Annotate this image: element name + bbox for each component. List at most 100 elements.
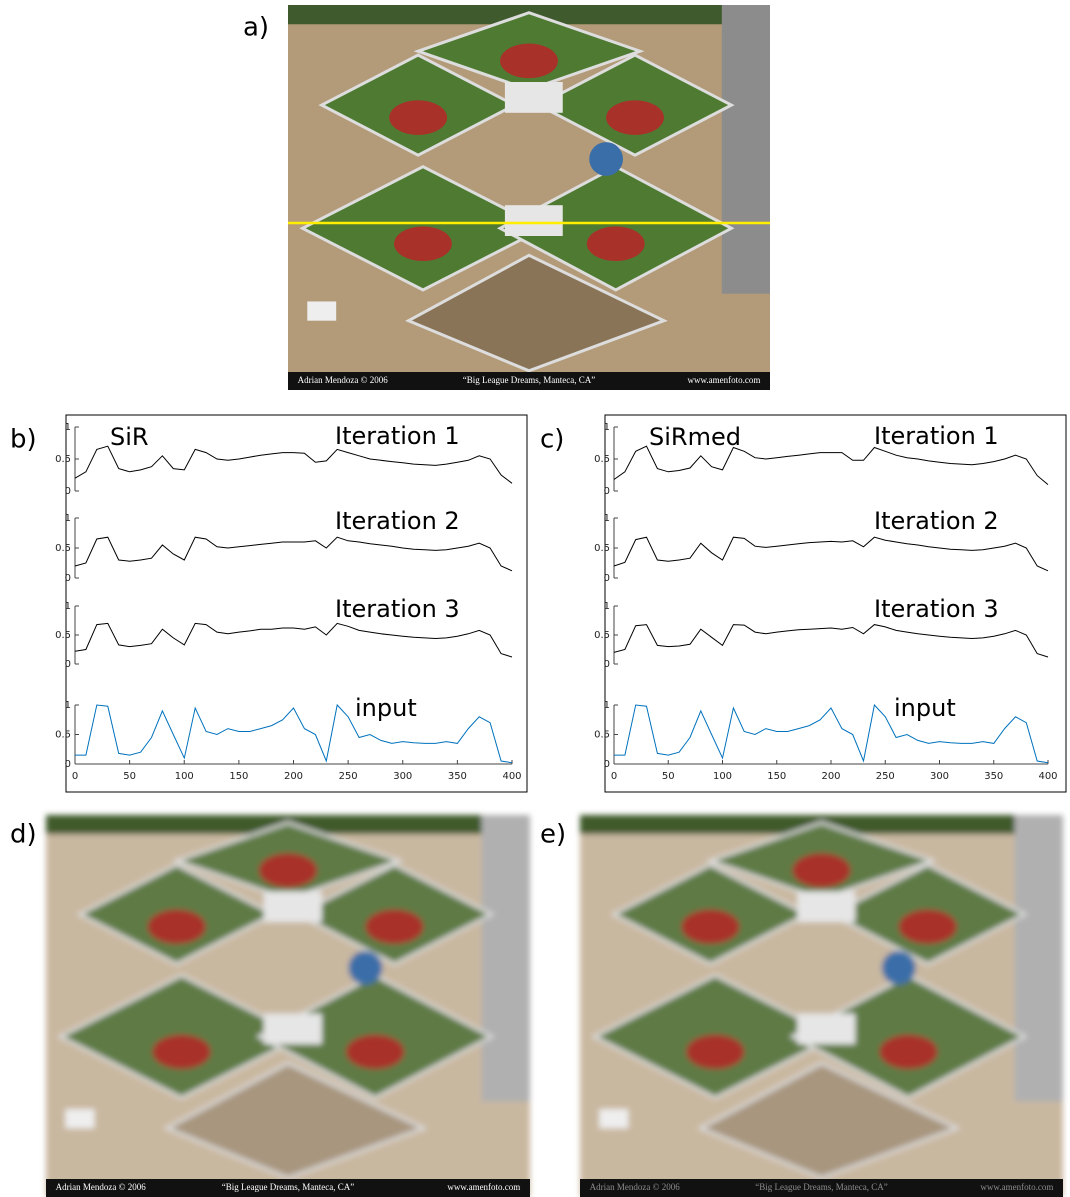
y-tick-label: 0.5 bbox=[55, 543, 71, 554]
panel-label: b) bbox=[10, 425, 37, 455]
photo-scene bbox=[580, 815, 1063, 1197]
y-tick-label: 0 bbox=[604, 573, 610, 584]
photo-caption: “Big League Dreams, Manteca, CA” bbox=[755, 1182, 887, 1192]
method-label: SiR bbox=[110, 423, 149, 451]
x-tick-label: 200 bbox=[821, 771, 840, 782]
y-tick-label: 1 bbox=[604, 601, 610, 612]
infield bbox=[394, 226, 452, 261]
plaza bbox=[264, 1014, 322, 1045]
y-tick-label: 1 bbox=[65, 422, 71, 433]
series-label: Iteration 1 bbox=[335, 422, 460, 450]
y-tick-label: 0 bbox=[604, 759, 610, 770]
series-label: Iteration 3 bbox=[335, 595, 460, 623]
series-line bbox=[614, 625, 1048, 657]
y-tick-label: 0.5 bbox=[594, 630, 610, 641]
y-tick-label: 1 bbox=[65, 601, 71, 612]
plaza bbox=[797, 891, 855, 922]
x-tick-label: 200 bbox=[284, 771, 303, 782]
x-tick-label: 100 bbox=[713, 771, 732, 782]
x-tick-label: 50 bbox=[123, 771, 136, 782]
photo: Adrian Mendoza © 2006 “Big League Dreams,… bbox=[580, 815, 1063, 1197]
photo-caption: Adrian Mendoza © 2006 bbox=[590, 1182, 681, 1192]
x-tick-label: 100 bbox=[175, 771, 194, 782]
plaza bbox=[505, 205, 563, 236]
y-tick-label: 0 bbox=[65, 573, 71, 584]
infield bbox=[148, 910, 206, 944]
y-tick-label: 0.5 bbox=[594, 730, 610, 741]
x-tick-label: 300 bbox=[930, 771, 949, 782]
series-line bbox=[75, 446, 512, 483]
y-tick-label: 0 bbox=[65, 759, 71, 770]
series-line bbox=[75, 705, 512, 763]
y-tick-label: 1 bbox=[604, 700, 610, 711]
x-tick-label: 400 bbox=[502, 771, 521, 782]
y-tick-label: 0.5 bbox=[594, 543, 610, 554]
y-tick-label: 0 bbox=[604, 659, 610, 670]
y-tick-label: 0.5 bbox=[55, 454, 71, 465]
y-tick-label: 0.5 bbox=[55, 630, 71, 641]
parking bbox=[482, 815, 530, 1102]
photo-caption: Adrian Mendoza © 2006 bbox=[56, 1182, 147, 1192]
photo-caption: “Big League Dreams, Manteca, CA” bbox=[463, 375, 595, 385]
y-tick-label: 0.5 bbox=[55, 730, 71, 741]
building bbox=[599, 1109, 628, 1128]
x-tick-label: 250 bbox=[876, 771, 895, 782]
y-tick-label: 0 bbox=[604, 486, 610, 497]
photo: Adrian Mendoza © 2006 “Big League Dreams,… bbox=[288, 5, 770, 390]
x-tick-label: 400 bbox=[1038, 771, 1057, 782]
series-label: Iteration 2 bbox=[335, 507, 460, 535]
infield bbox=[879, 1035, 937, 1069]
panel-label: d) bbox=[10, 820, 37, 850]
parking bbox=[1015, 815, 1063, 1102]
fountain bbox=[882, 951, 916, 985]
x-tick-label: 300 bbox=[393, 771, 412, 782]
series-line bbox=[75, 623, 512, 657]
parking bbox=[722, 5, 770, 294]
y-tick-label: 0 bbox=[65, 659, 71, 670]
photo-caption: www.amenfoto.com bbox=[447, 1182, 520, 1192]
x-tick-label: 250 bbox=[339, 771, 358, 782]
series-label: Iteration 3 bbox=[874, 595, 999, 623]
x-tick-label: 0 bbox=[72, 771, 78, 782]
y-tick-label: 1 bbox=[65, 700, 71, 711]
infield bbox=[899, 910, 957, 944]
y-tick-label: 1 bbox=[65, 513, 71, 524]
series-label: input bbox=[355, 694, 417, 722]
x-tick-label: 50 bbox=[662, 771, 675, 782]
infield bbox=[606, 100, 664, 135]
photo-caption: www.amenfoto.com bbox=[687, 375, 760, 385]
infield bbox=[587, 226, 645, 261]
plaza bbox=[797, 1014, 855, 1045]
photo-caption: Adrian Mendoza © 2006 bbox=[298, 375, 389, 385]
panel-label: c) bbox=[540, 425, 564, 455]
x-tick-label: 150 bbox=[229, 771, 248, 782]
fountain bbox=[349, 951, 383, 985]
infield bbox=[793, 853, 851, 887]
y-tick-label: 1 bbox=[604, 513, 610, 524]
figure: a) b) c) d) e) Adrian Mendoza © 2006 “Big… bbox=[0, 0, 1070, 1197]
series-label: Iteration 1 bbox=[874, 422, 999, 450]
plaza bbox=[264, 891, 322, 922]
series-label: input bbox=[894, 694, 956, 722]
infield bbox=[346, 1035, 404, 1069]
y-tick-label: 1 bbox=[604, 422, 610, 433]
x-tick-label: 0 bbox=[611, 771, 617, 782]
series-line bbox=[614, 705, 1048, 763]
x-tick-label: 350 bbox=[448, 771, 467, 782]
photo-caption: www.amenfoto.com bbox=[980, 1182, 1053, 1192]
y-tick-label: 0.5 bbox=[594, 454, 610, 465]
building bbox=[65, 1109, 94, 1128]
y-tick-label: 0 bbox=[65, 486, 71, 497]
series-line bbox=[75, 537, 512, 571]
series-line bbox=[614, 537, 1048, 571]
infield bbox=[681, 910, 739, 944]
panel-label: a) bbox=[243, 13, 269, 43]
infield bbox=[389, 100, 447, 135]
fountain bbox=[589, 142, 623, 176]
infield bbox=[259, 853, 317, 887]
building bbox=[307, 301, 336, 320]
infield bbox=[500, 44, 558, 79]
panel-label: e) bbox=[540, 820, 566, 850]
infield bbox=[152, 1035, 210, 1069]
plaza bbox=[505, 82, 563, 113]
